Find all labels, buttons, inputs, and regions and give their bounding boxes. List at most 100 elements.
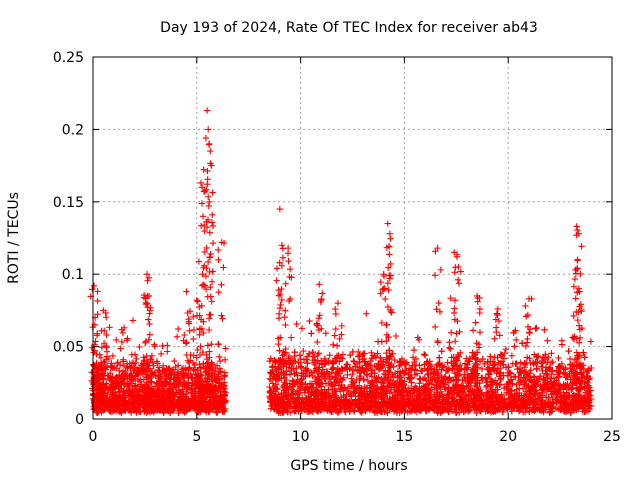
roti-point (511, 343, 518, 350)
roti-point (113, 336, 120, 344)
roti-point (164, 348, 171, 355)
roti-point (142, 339, 149, 347)
roti-point (566, 355, 574, 363)
roti-point (160, 395, 167, 402)
roti-point (98, 387, 105, 395)
roti-point (137, 393, 144, 401)
roti-point (159, 405, 166, 413)
roti-point (296, 351, 304, 359)
roti-point (208, 372, 215, 379)
roti-point (204, 374, 211, 382)
roti-point (133, 355, 140, 363)
roti-point (445, 344, 453, 351)
roti-point (116, 393, 124, 401)
roti-point (163, 379, 171, 386)
roti-point (541, 326, 548, 334)
roti-point (153, 358, 161, 365)
roti-point (195, 393, 203, 400)
roti-point (128, 359, 136, 367)
roti-point (194, 409, 201, 416)
roti-point (168, 389, 176, 397)
roti-point (176, 389, 184, 397)
roti-point (186, 397, 194, 405)
roti-point (472, 319, 479, 326)
roti-point (158, 379, 166, 387)
roti-point (159, 342, 166, 350)
roti-point (213, 362, 221, 369)
roti-point (162, 372, 170, 380)
roti-point (544, 337, 551, 344)
roti-point (322, 330, 330, 337)
roti-point (134, 399, 142, 407)
roti-point (298, 325, 306, 332)
roti-point (202, 364, 209, 372)
roti-point (214, 409, 221, 416)
roti-point (374, 338, 382, 345)
roti-point (444, 359, 451, 366)
roti-point (517, 359, 524, 366)
roti-point (170, 375, 177, 383)
roti-point (469, 327, 477, 334)
roti-point (129, 317, 137, 324)
roti-point (116, 367, 123, 374)
roti-point (221, 399, 229, 406)
roti-point (169, 395, 176, 402)
roti-point (103, 331, 110, 339)
roti-point (173, 374, 181, 381)
roti-point (168, 399, 175, 406)
roti-point (141, 356, 148, 364)
roti-point (412, 355, 420, 363)
roti-point (533, 324, 540, 332)
roti-point (150, 362, 157, 369)
roti-point (360, 376, 367, 383)
roti-point (179, 386, 186, 393)
roti-point (131, 406, 138, 414)
roti-point (151, 392, 159, 399)
roti-point (221, 405, 228, 413)
roti-point (392, 332, 400, 340)
roti-point (291, 348, 298, 356)
roti-point (532, 325, 539, 332)
roti-point (140, 354, 147, 361)
roti-point (201, 404, 209, 412)
roti-point (140, 399, 148, 406)
roti-point (134, 389, 141, 396)
roti-point (180, 394, 188, 402)
roti-point (521, 360, 528, 367)
roti-point (184, 384, 192, 392)
roti-point (118, 408, 125, 416)
roti-point (127, 406, 135, 413)
roti-point (304, 360, 311, 367)
roti-point (140, 383, 148, 390)
roti-point (127, 364, 134, 372)
roti-point (107, 408, 114, 415)
roti-point (164, 365, 172, 373)
roti-point (127, 372, 135, 379)
roti-point (202, 393, 209, 401)
roti-point (101, 358, 108, 365)
roti-point (155, 387, 162, 395)
roti-point (147, 378, 155, 386)
roti-point (168, 371, 175, 378)
data-points (87, 107, 595, 417)
roti-point (134, 377, 142, 385)
roti-point (156, 396, 163, 404)
roti-point (167, 380, 175, 387)
roti-point (286, 371, 294, 378)
roti-point (164, 342, 171, 349)
roti-point (157, 350, 165, 358)
roti-point (587, 338, 595, 345)
roti-point (212, 377, 220, 384)
roti-point (173, 400, 180, 407)
roti-point (338, 322, 345, 330)
roti-point (106, 375, 113, 383)
roti-point (188, 389, 195, 396)
roti-point (114, 405, 121, 413)
chart-title: Day 193 of 2024, Rate Of TEC Index for r… (160, 20, 538, 36)
roti-point (154, 367, 162, 374)
roti-point (156, 373, 164, 381)
roti-point (108, 360, 115, 367)
roti-point (120, 394, 127, 401)
roti-point (204, 342, 211, 349)
roti-point (329, 341, 337, 349)
